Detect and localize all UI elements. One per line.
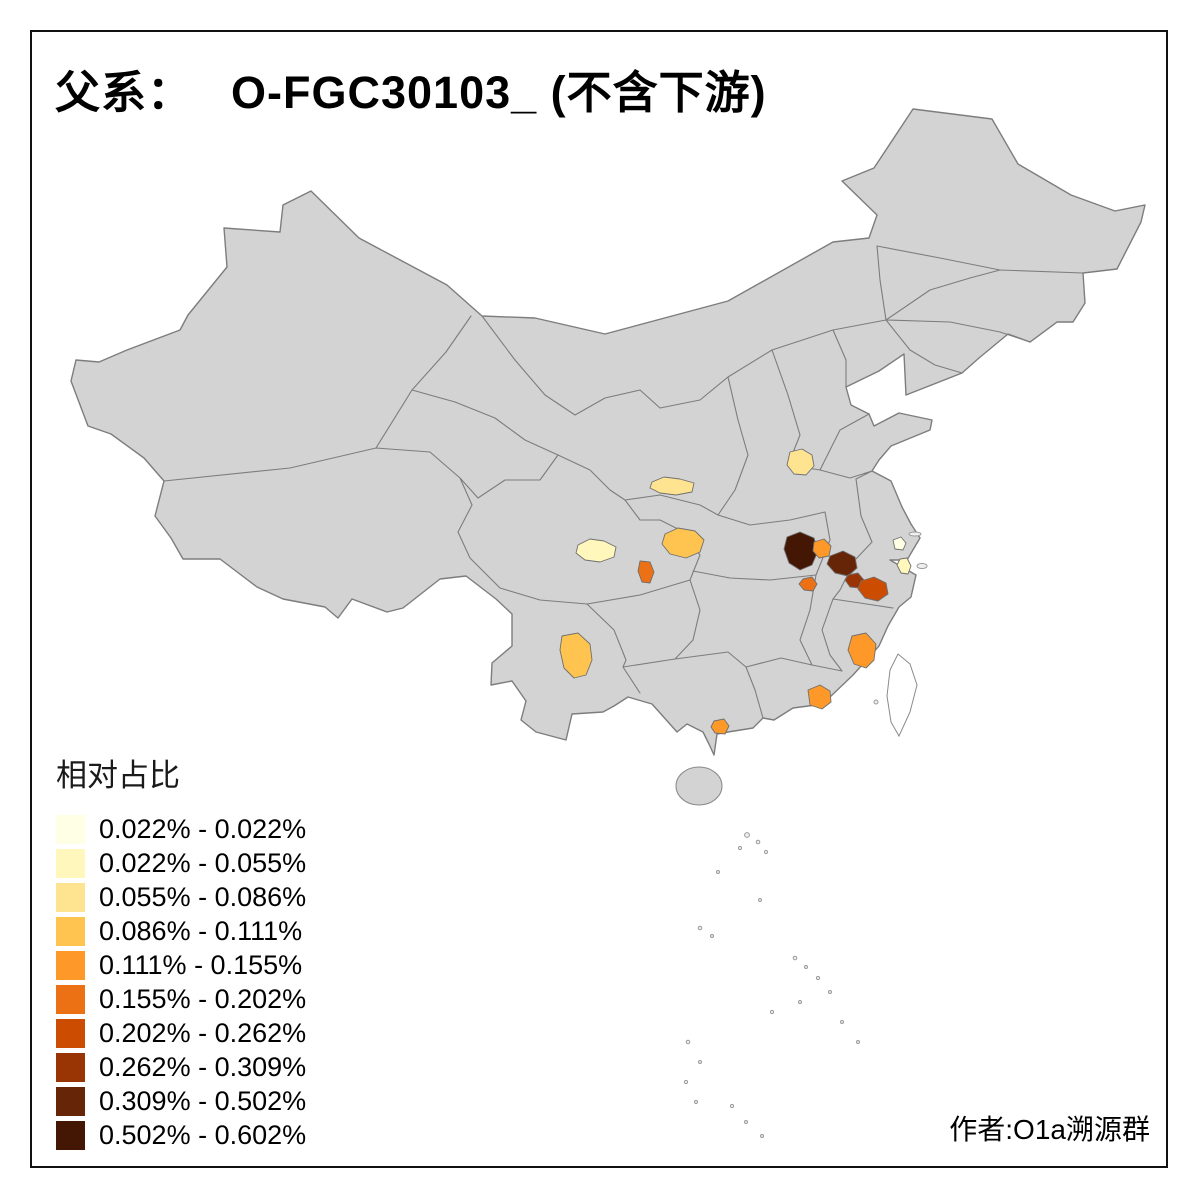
- legend-label: 0.502% - 0.602%: [99, 1120, 307, 1150]
- legend: 相对占比 0.022% - 0.022% 0.022% - 0.055% 0.0…: [56, 750, 306, 1153]
- legend-swatch: [56, 985, 85, 1014]
- title-prefix: 父系：: [55, 67, 194, 118]
- map-region-r6: [559, 632, 593, 679]
- taiwan-island: [886, 653, 918, 738]
- map-region-r7: [847, 632, 877, 669]
- map-region-r4: [661, 527, 705, 559]
- legend-row: 0.086% - 0.111%: [56, 915, 306, 948]
- hainan-island: [675, 766, 723, 806]
- map-region-r9: [710, 718, 730, 735]
- legend-label: 0.086% - 0.111%: [99, 916, 303, 946]
- legend-swatch: [56, 815, 85, 844]
- author-credit: 作者:O1a溯源群: [949, 1114, 1150, 1145]
- legend-swatch: [56, 1087, 85, 1116]
- legend-label: 0.022% - 0.055%: [99, 848, 307, 878]
- legend-label: 0.309% - 0.502%: [99, 1086, 307, 1116]
- legend-label: 0.022% - 0.022%: [99, 814, 307, 844]
- page-title: 父系： O-FGC30103_ (不含下游): [55, 56, 767, 121]
- legend-swatch: [56, 917, 85, 946]
- legend-swatch: [56, 849, 85, 878]
- legend-row: 0.309% - 0.502%: [56, 1085, 306, 1118]
- title-main: O-FGC30103_ (不含下游): [231, 67, 767, 118]
- map-region-r2: [649, 476, 695, 496]
- map-region-r16: [896, 557, 912, 575]
- legend-row: 0.111% - 0.155%: [56, 949, 306, 982]
- legend-row: 0.022% - 0.022%: [56, 813, 306, 846]
- legend-row: 0.055% - 0.086%: [56, 881, 306, 914]
- legend-title: 相对占比: [56, 758, 180, 793]
- highlighted-regions: [559, 448, 912, 735]
- legend-swatch: [56, 951, 85, 980]
- legend-row: 0.202% - 0.262%: [56, 1017, 306, 1050]
- legend-label: 0.155% - 0.202%: [99, 984, 307, 1014]
- south-china-sea-islands: [683, 531, 928, 1138]
- map-region-r8: [807, 684, 832, 710]
- mainland-outline: [70, 108, 1146, 756]
- legend-row: 0.022% - 0.055%: [56, 847, 306, 880]
- legend-label: 0.111% - 0.155%: [99, 950, 303, 980]
- map-region-r11: [812, 538, 832, 559]
- legend-swatch: [56, 1121, 85, 1150]
- map-region-r12: [826, 550, 858, 577]
- legend-row: 0.262% - 0.309%: [56, 1051, 306, 1084]
- legend-label: 0.055% - 0.086%: [99, 882, 307, 912]
- map-region-r10: [783, 531, 819, 571]
- map-region-r17: [798, 576, 818, 592]
- legend-label: 0.262% - 0.309%: [99, 1052, 307, 1082]
- map-region-r3: [786, 448, 815, 476]
- legend-swatch: [56, 1053, 85, 1082]
- map-region-r5: [637, 560, 655, 584]
- map-region-r15: [892, 536, 907, 551]
- legend-swatch: [56, 883, 85, 912]
- legend-row: 0.502% - 0.602%: [56, 1119, 306, 1152]
- map-region-r1: [575, 538, 617, 563]
- legend-label: 0.202% - 0.262%: [99, 1018, 307, 1048]
- map-region-r14: [857, 576, 889, 602]
- legend-row: 0.155% - 0.202%: [56, 983, 306, 1016]
- legend-swatch: [56, 1019, 85, 1048]
